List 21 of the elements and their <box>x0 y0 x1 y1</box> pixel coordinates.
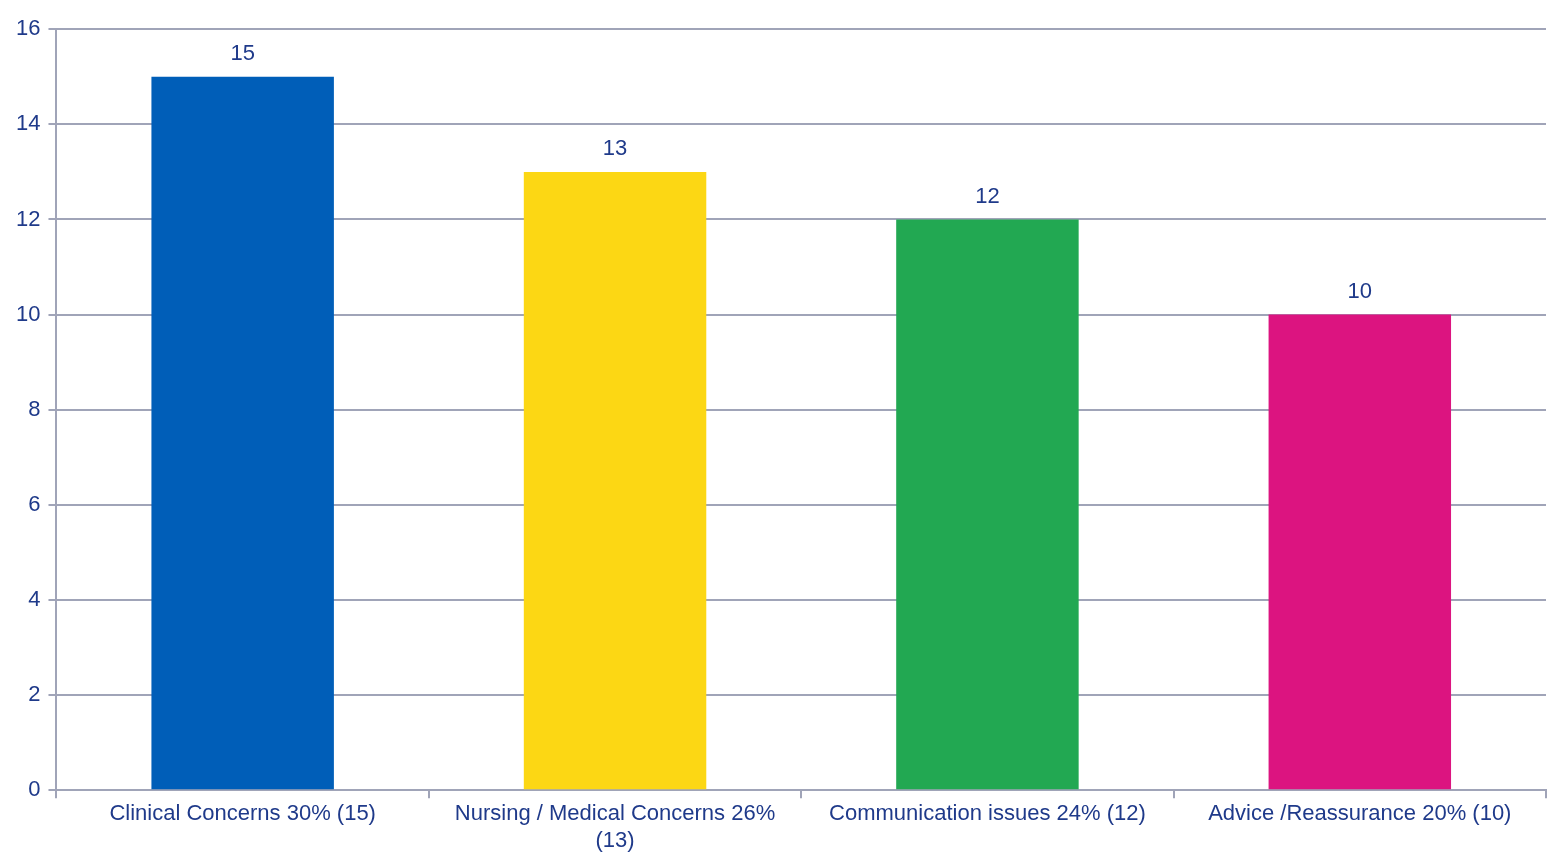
bar <box>896 219 1079 790</box>
y-tick-label: 14 <box>15 110 41 136</box>
data-label: 15 <box>230 39 255 65</box>
bar <box>151 76 334 790</box>
y-tick-label: 4 <box>28 586 41 612</box>
y-tick-label: 6 <box>28 490 41 516</box>
y-tick-label: 8 <box>28 395 41 421</box>
y-tick-label: 16 <box>15 15 41 41</box>
x-tick-label: Clinical Concerns 30% (15) <box>109 800 376 826</box>
y-tick-label: 0 <box>28 776 41 802</box>
x-tick-label: Nursing / Medical Concerns 26% (13) <box>454 800 776 852</box>
x-tick-label: Advice /Reassurance 20% (10) <box>1208 800 1512 826</box>
data-label: 13 <box>602 134 628 160</box>
bar <box>1268 314 1452 790</box>
y-tick-label: 12 <box>15 205 41 231</box>
data-label: 10 <box>1347 277 1373 303</box>
data-label: 12 <box>975 182 1000 208</box>
y-tick-label: 10 <box>15 300 41 326</box>
bar <box>523 171 707 790</box>
y-tick-label: 2 <box>28 681 41 707</box>
x-tick-label: Communication issues 24% (12) <box>829 800 1146 826</box>
